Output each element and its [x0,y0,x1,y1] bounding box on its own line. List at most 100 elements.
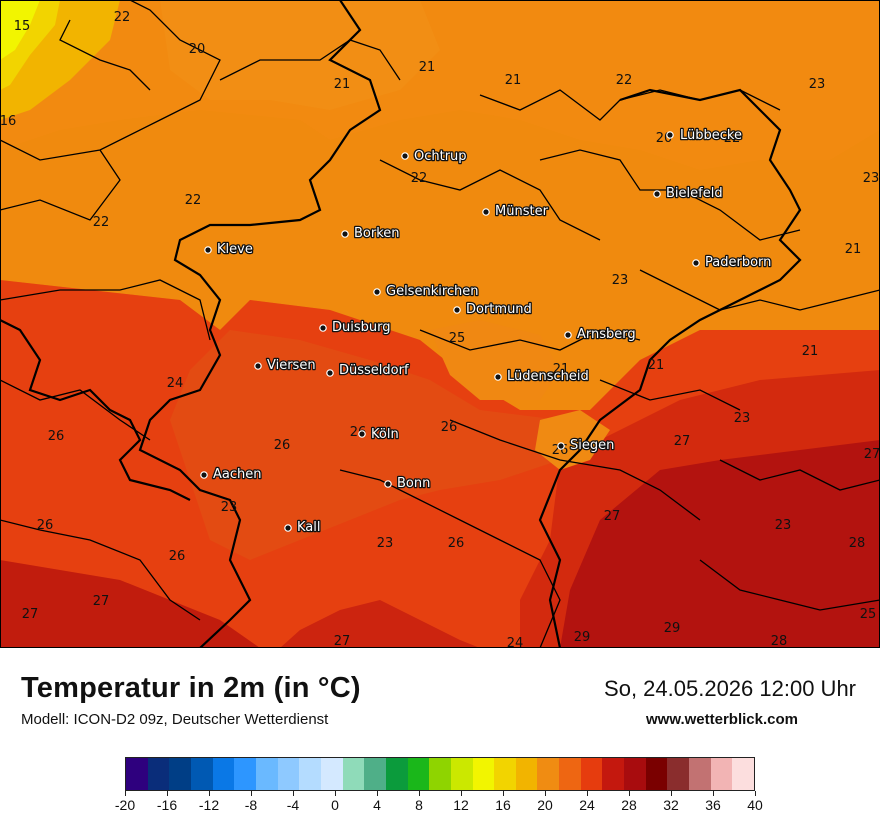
legend-color-step [602,758,624,790]
legend-color-step [278,758,300,790]
isotherm-label: 24 [507,636,524,648]
city-label: Borken [354,226,400,241]
city-dot-icon [327,370,333,376]
isotherm-label: 26 [448,536,465,551]
isotherm-label: 23 [734,411,751,426]
legend-tick-label: 8 [399,797,439,813]
legend-color-step [299,758,321,790]
legend-color-step [711,758,733,790]
city-marker-duesseldorf: Düsseldorf [327,363,409,378]
legend-tick-label: 32 [651,797,691,813]
legend-color-step [494,758,516,790]
isotherm-label: 21 [802,344,819,359]
city-label: Dortmund [466,302,532,317]
city-dot-icon [654,191,660,197]
legend-tick [503,791,504,796]
website-link[interactable]: www.wetterblick.com [646,711,798,728]
isotherm-label: 26 [274,438,291,453]
legend-color-step [516,758,538,790]
isotherm-label: 22 [114,10,131,25]
isotherm-label: 23 [863,171,880,186]
legend-tick-label: 4 [357,797,397,813]
city-label: Lübbecke [680,128,742,143]
city-label: Arnsberg [577,327,636,342]
legend-color-step [321,758,343,790]
legend-color-step [256,758,278,790]
city-dot-icon [255,363,261,369]
model-source: Modell: ICON-D2 09z, Deutscher Wetterdie… [21,711,328,728]
city-marker-gelsenkirchen: Gelsenkirchen [374,284,479,299]
legend-tick [251,791,252,796]
city-label: Münster [495,204,549,219]
isotherm-label: 26 [37,518,54,533]
legend-color-step [364,758,386,790]
isotherm-label: 28 [849,536,866,551]
isotherm-label: 21 [845,242,862,257]
legend-tick [209,791,210,796]
isotherm-label: 21 [334,77,351,92]
legend-color-step [473,758,495,790]
legend-color-step [213,758,235,790]
city-label: Aachen [213,467,261,482]
city-dot-icon [342,231,348,237]
city-label: Köln [371,427,399,442]
temperature-map[interactable]: 15 22 20 21 21 21 22 23 16 20 22 23 22 2… [0,0,880,648]
isotherm-label: 16 [0,114,16,129]
color-scale-legend [125,757,755,791]
city-dot-icon [205,247,211,253]
city-dot-icon [374,289,380,295]
isotherm-label: 22 [411,171,428,186]
legend-tick-label: -12 [189,797,229,813]
isotherm-label: 27 [604,509,621,524]
isotherm-label: 22 [616,73,633,88]
legend-color-step [148,758,170,790]
legend-color-step [646,758,668,790]
city-dot-icon [201,472,207,478]
legend-color-step [169,758,191,790]
legend-color-step [451,758,473,790]
isotherm-label: 21 [505,73,522,88]
city-label: Duisburg [332,320,391,335]
isotherm-label: 27 [864,447,880,462]
city-label: Paderborn [705,255,771,270]
isotherm-label: 22 [93,215,110,230]
city-dot-icon [483,209,489,215]
legend-tick-label: 36 [693,797,733,813]
legend-color-step [191,758,213,790]
isotherm-label: 25 [860,607,877,622]
isotherm-label: 26 [441,420,458,435]
legend-color-step [559,758,581,790]
isotherm-label: 21 [419,60,436,75]
city-label: Ochtrup [414,149,467,164]
legend-tick-label: 12 [441,797,481,813]
isotherm-label: 23 [809,77,826,92]
isotherm-label: 29 [574,630,591,645]
isotherm-label: 24 [167,376,184,391]
legend-tick-label: 16 [483,797,523,813]
legend-tick-label: -20 [105,797,145,813]
isotherm-label: 28 [771,634,788,648]
city-dot-icon [693,260,699,266]
city-marker-paderborn: Paderborn [693,255,772,270]
legend-color-step [234,758,256,790]
legend-color-step [689,758,711,790]
isotherm-label: 27 [93,594,110,609]
city-label: Kleve [217,242,253,257]
legend-color-step [343,758,365,790]
legend-color-step [408,758,430,790]
legend-color-step [386,758,408,790]
city-dot-icon [454,307,460,313]
legend-tick [545,791,546,796]
legend-tick [377,791,378,796]
legend-tick-label: 24 [567,797,607,813]
city-label: Bielefeld [666,186,723,201]
isotherm-label: 23 [612,273,629,288]
forecast-datetime: So, 24.05.2026 12:00 Uhr [604,676,856,702]
legend-color-step [624,758,646,790]
legend-color-step [429,758,451,790]
city-dot-icon [285,525,291,531]
color-scale-ticks: -20 -16 -12 -8 -4 0 4 8 12 16 20 24 28 32 36 40 [125,791,755,821]
city-dot-icon [320,325,326,331]
legend-color-step [732,758,754,790]
isotherm-label: 23 [221,500,238,515]
